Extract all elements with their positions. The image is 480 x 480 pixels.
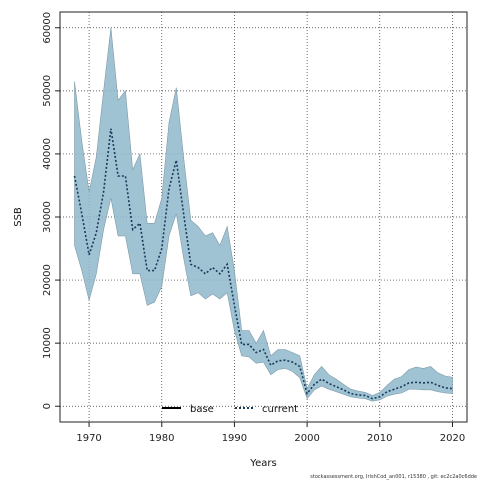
series-lines [73,128,453,400]
legend: base current [162,404,298,415]
y-tick-label: 0 [42,403,53,409]
y-tick-label: 40000 [42,138,53,170]
y-axis-ticks: 0 10000 20000 30000 40000 50000 60000 [42,12,60,409]
x-axis-label: Years [249,458,276,469]
legend-label-current: current [262,404,298,415]
y-tick-label: 30000 [42,201,53,233]
y-tick-label: 20000 [42,264,53,296]
x-tick-label: 1980 [149,433,174,444]
x-tick-label: 2010 [367,433,392,444]
x-tick-label: 1990 [222,433,247,444]
y-tick-label: 60000 [42,12,53,44]
series-line-current [73,128,453,400]
x-tick-label: 1970 [76,433,101,444]
x-tick-label: 2000 [294,433,319,444]
legend-label-base: base [190,404,214,415]
footer-credit: stockassessment.org, IrishCod_an001, r15… [310,474,477,480]
confidence-band [74,27,453,402]
x-tick-label: 2020 [440,433,465,444]
y-tick-label: 10000 [42,327,53,359]
x-axis-ticks: 1970 1980 1990 2000 2010 2020 [76,422,465,444]
y-axis-label: SSB [13,207,24,227]
y-tick-label: 50000 [42,75,53,107]
